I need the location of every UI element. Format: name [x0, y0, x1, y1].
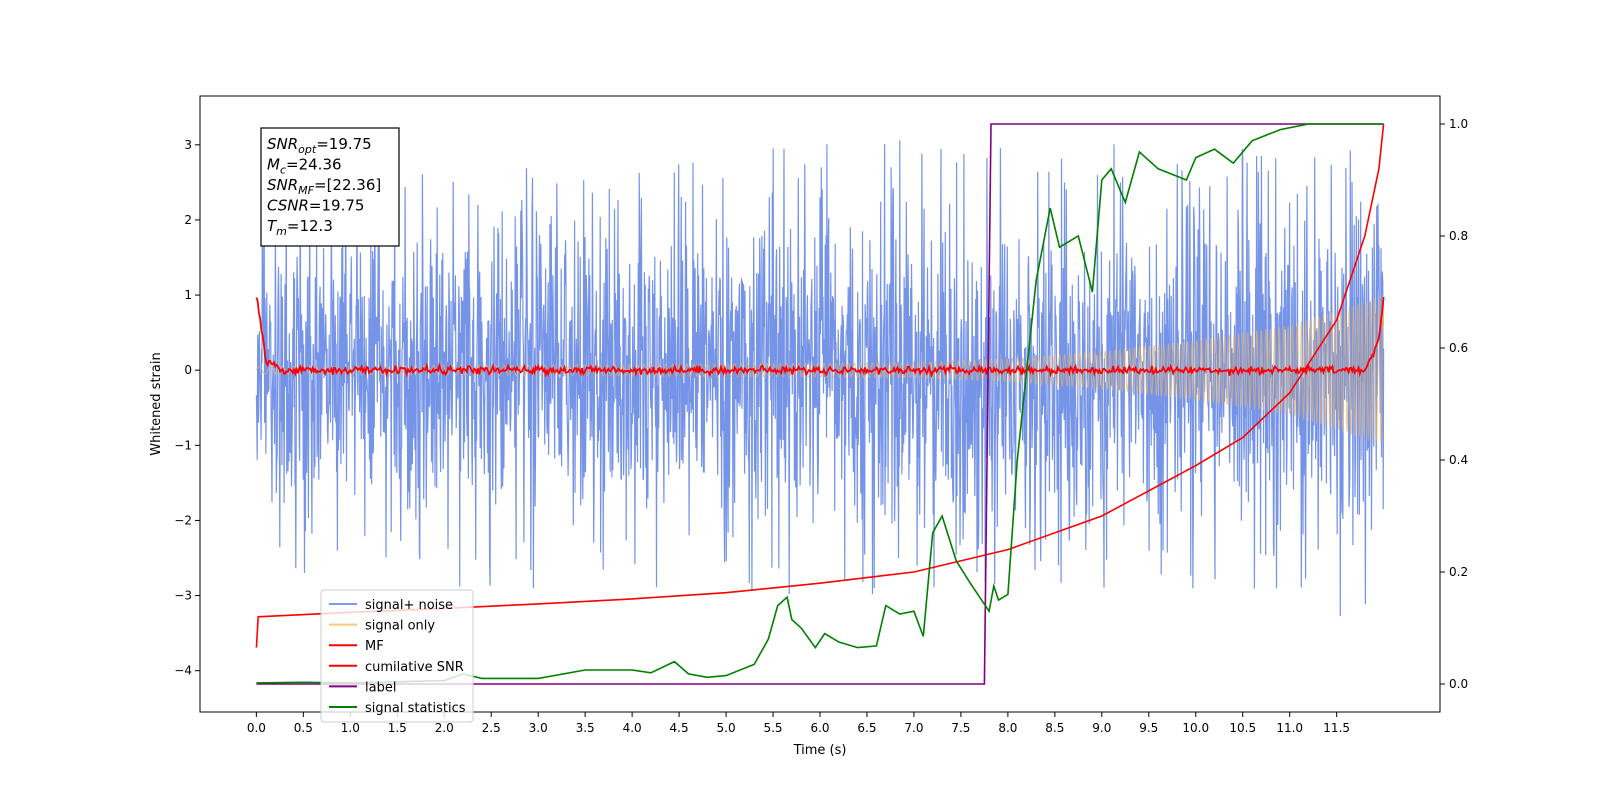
- y2-tick-label: 0.2: [1449, 565, 1468, 579]
- annotation-line: Tm=12.3: [267, 217, 333, 238]
- annotation-subscript: MF: [298, 184, 314, 197]
- y-axis-label: Whitened strain: [149, 352, 164, 455]
- x-tick-label: 4.0: [623, 721, 642, 735]
- x-tick-label: 6.0: [810, 721, 829, 735]
- x-tick-label: 5.5: [763, 721, 782, 735]
- annotation-value: =19.75: [316, 135, 372, 153]
- y2-tick-label: 0.8: [1449, 229, 1468, 243]
- y-tick-label: −4: [174, 664, 192, 678]
- y-axis-right: 0.0 0.2 0.4 0.6 0.8 1.0: [1440, 117, 1468, 691]
- legend: signal+ noise signal only MF cumilative SNR…: [320, 589, 474, 723]
- legend-label: signal statistics: [365, 701, 466, 716]
- y-tick-label: −3: [174, 589, 192, 603]
- x-tick-label: 7.5: [951, 721, 970, 735]
- signal-noise-line: [255, 140, 1385, 617]
- annotation-line: SNRopt=19.75: [267, 135, 372, 156]
- annotation-subscript: c: [280, 164, 286, 177]
- x-tick-label: 0.0: [247, 721, 266, 735]
- annotation-symbol: CSNR: [267, 197, 309, 215]
- x-tick-label: 3.0: [529, 721, 548, 735]
- annotation-symbol: M: [267, 156, 280, 174]
- x-axis-label: Time (s): [793, 743, 847, 758]
- annotation-line: CSNR=19.75: [267, 197, 364, 215]
- y-tick-label: 2: [184, 213, 192, 227]
- annotation-value: =[22.36]: [314, 176, 381, 194]
- legend-label: cumilative SNR: [365, 660, 464, 675]
- x-tick-label: 2.0: [435, 721, 454, 735]
- annotation-box-frame: [260, 127, 400, 247]
- annotation-symbol: SNR: [267, 176, 298, 194]
- x-axis: 0.0 0.5 1.0 1.5 2.0 2.5 3.0 3.5 4.0 4.5 5.0 5.5 6.0 6…: [247, 712, 1350, 735]
- y-tick-label: −2: [174, 513, 192, 527]
- x-tick-label: 9.0: [1092, 721, 1111, 735]
- y2-tick-label: 0.0: [1449, 677, 1468, 691]
- x-tick-label: 10.0: [1182, 721, 1209, 735]
- legend-label: signal+ noise: [365, 598, 453, 613]
- y-tick-label: −1: [174, 438, 192, 452]
- annotation-value: =24.36: [286, 156, 342, 174]
- annotation-value: =12.3: [287, 217, 333, 235]
- x-tick-label: 2.5: [482, 721, 501, 735]
- x-tick-label: 4.5: [670, 721, 689, 735]
- x-tick-label: 8.5: [1045, 721, 1064, 735]
- signal-statistics-line: [256, 123, 1384, 684]
- annotation-value: =19.75: [309, 197, 365, 215]
- x-tick-label: 1.5: [388, 721, 407, 735]
- x-tick-label: 1.0: [341, 721, 360, 735]
- annotation-line: SNRMF=[22.36]: [267, 176, 381, 197]
- annotation-subscript: opt: [298, 143, 317, 156]
- y-tick-label: 3: [184, 138, 192, 152]
- x-tick-label: 0.5: [294, 721, 313, 735]
- x-tick-label: 6.5: [857, 721, 876, 735]
- y2-tick-label: 1.0: [1449, 117, 1468, 131]
- annotation-subscript: m: [276, 225, 287, 238]
- x-tick-label: 11.0: [1276, 721, 1303, 735]
- legend-label: label: [365, 680, 396, 695]
- x-tick-label: 7.0: [904, 721, 923, 735]
- label-line: [256, 123, 1384, 685]
- legend-frame: [320, 589, 474, 723]
- x-tick-label: 10.5: [1229, 721, 1256, 735]
- mf-line: [255, 296, 1385, 379]
- y2-tick-label: 0.4: [1449, 453, 1468, 467]
- y-axis-left: −4 −3 −2 −1 0 1 2 3: [174, 138, 200, 678]
- annotation-box: SNRopt=19.75Mc=24.36SNRMF=[22.36]CSNR=19…: [260, 127, 400, 247]
- x-tick-label: 8.0: [998, 721, 1017, 735]
- legend-label: signal only: [365, 619, 435, 634]
- legend-label: MF: [365, 639, 384, 654]
- annotation-line: Mc=24.36: [267, 156, 342, 177]
- x-tick-label: 9.5: [1139, 721, 1158, 735]
- x-tick-label: 3.5: [576, 721, 595, 735]
- annotation-symbol: SNR: [267, 135, 298, 153]
- annotation-symbol: T: [267, 217, 278, 235]
- y2-tick-label: 0.6: [1449, 341, 1468, 355]
- x-tick-label: 11.5: [1323, 721, 1350, 735]
- x-tick-label: 5.0: [717, 721, 736, 735]
- y-tick-label: 1: [184, 288, 192, 302]
- y-tick-label: 0: [184, 363, 192, 377]
